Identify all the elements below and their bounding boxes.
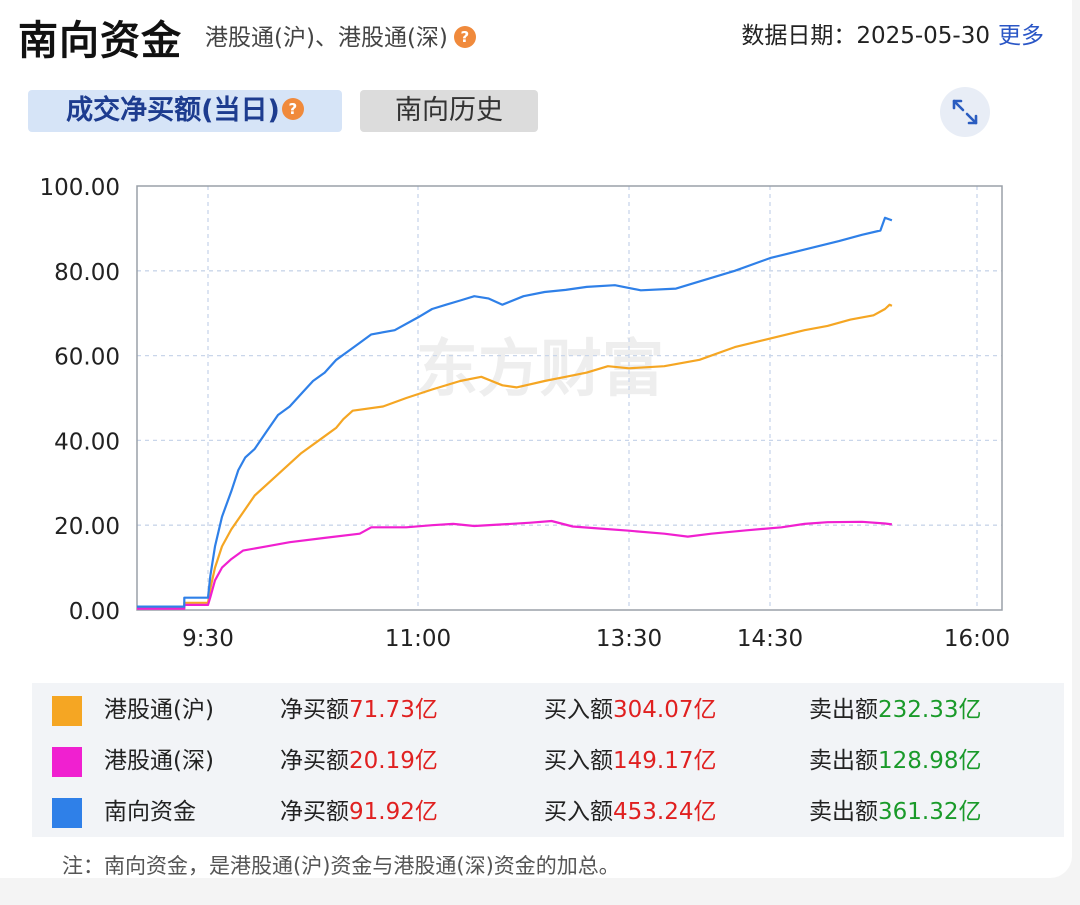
x-tick-label: 9:30: [182, 626, 234, 652]
buy-value: 304.07亿: [613, 697, 717, 723]
sell-label: 卖出额: [809, 748, 878, 774]
net-buy: 净买额71.73亿: [280, 685, 438, 735]
net-buy-label: 净买额: [280, 799, 349, 825]
plot-frame: [136, 185, 1003, 611]
net-buy-label: 净买额: [280, 748, 349, 774]
net-buy-value: 91.92亿: [349, 799, 438, 825]
legend-name: 港股通(沪): [104, 697, 214, 723]
more-link[interactable]: 更多: [998, 23, 1044, 49]
legend-row-total: 南向资金 净买额91.92亿 买入额453.24亿 卖出额361.32亿: [32, 787, 1064, 837]
legend-row-sz: 港股通(深) 净买额20.19亿 买入额149.17亿 卖出额128.98亿: [32, 736, 1064, 786]
series-line: [137, 519, 893, 610]
buy-amount: 买入额149.17亿: [544, 736, 716, 786]
expand-button[interactable]: [940, 87, 990, 137]
x-axis-ticks: 9:30 11:00 13:30 14:30 16:00: [182, 626, 1010, 652]
buy-label: 买入额: [544, 748, 613, 774]
legend-name: 港股通(深): [104, 748, 214, 774]
buy-value: 453.24亿: [613, 799, 717, 825]
sell-amount: 卖出额361.32亿: [809, 787, 981, 837]
x-tick-label: 11:00: [385, 626, 451, 652]
help-icon[interactable]: ?: [453, 25, 476, 48]
chart-series: [137, 216, 893, 610]
tab-net-buy-today[interactable]: 成交净买额(当日)?: [28, 90, 342, 132]
sell-label: 卖出额: [809, 799, 878, 825]
data-date: 数据日期：2025-05-30 更多: [741, 16, 1044, 50]
y-tick-label: 0.00: [69, 599, 120, 625]
x-tick-label: 16:00: [944, 626, 1010, 652]
buy-label: 买入额: [544, 799, 613, 825]
sell-value: 361.32亿: [878, 799, 982, 825]
legend-panel: 港股通(沪) 净买额71.73亿 买入额304.07亿 卖出额232.33亿 港…: [32, 683, 1064, 837]
net-buy: 净买额91.92亿: [280, 787, 438, 837]
date-label: 数据日期：: [741, 23, 857, 49]
net-buy-label: 净买额: [280, 697, 349, 723]
sell-amount: 卖出额128.98亿: [809, 736, 981, 786]
help-icon[interactable]: ?: [281, 97, 304, 120]
chart-grid: [137, 186, 1002, 610]
x-tick-label: 14:30: [737, 626, 803, 652]
y-tick-label: 40.00: [54, 429, 120, 455]
net-buy: 净买额20.19亿: [280, 736, 438, 786]
sell-value: 128.98亿: [878, 748, 982, 774]
buy-amount: 买入额304.07亿: [544, 685, 716, 735]
legend-swatch: [52, 798, 82, 828]
chart-card: 南向资金 港股通(沪)、港股通(深)? 数据日期：2025-05-30 更多 成交…: [0, 0, 1072, 878]
tab-southbound-history[interactable]: 南向历史: [360, 90, 538, 132]
series-line: [137, 303, 893, 609]
buy-label: 买入额: [544, 697, 613, 723]
net-buy-value: 20.19亿: [349, 748, 438, 774]
subtitle-text: 港股通(沪)、港股通(深): [205, 25, 448, 51]
legend-swatch: [52, 696, 82, 726]
buy-amount: 买入额453.24亿: [544, 787, 716, 837]
sell-label: 卖出额: [809, 697, 878, 723]
y-tick-label: 60.00: [54, 345, 120, 371]
y-tick-label: 80.00: [54, 260, 120, 286]
date-value: 2025-05-30: [856, 23, 990, 49]
legend-name: 南向资金: [104, 799, 196, 825]
tab-net-buy-label: 成交净买额(当日): [66, 95, 280, 126]
y-tick-label: 100.00: [40, 175, 120, 201]
sell-amount: 卖出额232.33亿: [809, 685, 981, 735]
footnote: 注：南向资金，是港股通(沪)资金与港股通(深)资金的加总。: [62, 854, 620, 878]
y-axis-ticks: 100.00 80.00 60.00 40.00 20.00 0.00: [40, 175, 120, 625]
legend-row-sh: 港股通(沪) 净买额71.73亿 买入额304.07亿 卖出额232.33亿: [32, 685, 1064, 735]
y-tick-label: 20.00: [54, 514, 120, 540]
x-tick-label: 13:30: [596, 626, 662, 652]
page-subtitle: 港股通(沪)、港股通(深)?: [205, 18, 476, 52]
page-title: 南向资金: [18, 18, 182, 64]
series-line: [137, 216, 893, 608]
sell-value: 232.33亿: [878, 697, 982, 723]
expand-arrows-icon: [952, 99, 978, 125]
net-buy-value: 71.73亿: [349, 697, 438, 723]
buy-value: 149.17亿: [613, 748, 717, 774]
legend-swatch: [52, 747, 82, 777]
